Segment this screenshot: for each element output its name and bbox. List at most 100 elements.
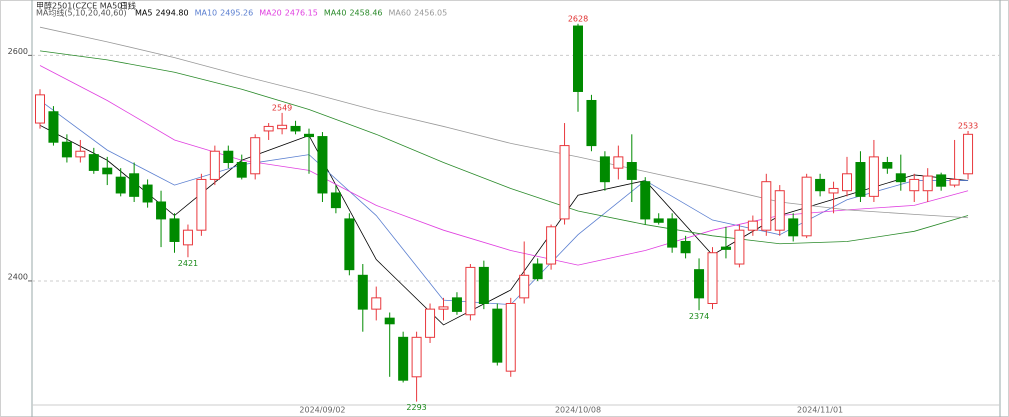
candle-body bbox=[586, 99, 597, 147]
candle-body bbox=[478, 266, 489, 304]
candle-body bbox=[330, 192, 341, 209]
candle-body bbox=[317, 136, 328, 194]
y-tick-label: 2400 bbox=[8, 272, 28, 281]
candle-body bbox=[963, 133, 974, 175]
candle-body bbox=[277, 124, 288, 130]
candle-body bbox=[519, 274, 530, 299]
price-annotation: 2533 bbox=[958, 121, 978, 130]
candle-body bbox=[842, 173, 852, 192]
legend-value: 2494.80 bbox=[155, 9, 188, 18]
candle-body bbox=[411, 336, 422, 378]
price-annotation: 2421 bbox=[178, 259, 198, 268]
candle-body bbox=[546, 226, 557, 265]
candle-body bbox=[653, 218, 664, 223]
candle-body bbox=[815, 178, 826, 192]
candle-body bbox=[936, 174, 947, 187]
candle-body bbox=[451, 297, 462, 312]
candle-body bbox=[115, 176, 126, 194]
candle-body bbox=[35, 94, 45, 124]
y-tick-label: 2600 bbox=[8, 47, 28, 56]
candle-body bbox=[559, 145, 570, 220]
x-tick-label: 2024/11/01 bbox=[797, 406, 843, 415]
candle-body bbox=[384, 317, 395, 325]
price-annotation: 2628 bbox=[568, 14, 588, 23]
candle-body bbox=[344, 218, 355, 271]
legend-name: MA5 bbox=[135, 9, 152, 18]
ma-line bbox=[39, 50, 969, 245]
candle-body bbox=[788, 218, 799, 237]
candle-body bbox=[707, 252, 718, 304]
candle-body bbox=[895, 173, 906, 183]
candle-body bbox=[613, 156, 624, 169]
candle-body bbox=[774, 190, 785, 231]
chart-title: 甲醇2501(CZCE MA501) bbox=[36, 1, 131, 11]
candle-body bbox=[532, 263, 543, 280]
candle-body bbox=[169, 218, 180, 242]
candle-body bbox=[909, 178, 920, 192]
price-annotation: 2374 bbox=[689, 312, 709, 321]
indicator-label: MA均线(5,10,20,40,60) bbox=[36, 8, 127, 18]
candle-body bbox=[465, 266, 476, 316]
candle-body bbox=[102, 167, 113, 175]
candle-body bbox=[263, 125, 274, 132]
candle-body bbox=[357, 274, 368, 310]
candle-body bbox=[223, 150, 234, 164]
candle-body bbox=[599, 156, 610, 183]
legend-name: MA40 bbox=[324, 9, 347, 18]
candle-body bbox=[209, 150, 220, 180]
ma-line bbox=[39, 65, 969, 266]
candle-body bbox=[142, 184, 153, 203]
candle-body bbox=[156, 201, 167, 220]
candle-body bbox=[680, 240, 691, 254]
candle-body bbox=[75, 150, 86, 158]
candle-body bbox=[694, 269, 705, 299]
candle-body bbox=[492, 308, 503, 363]
legend-value: 2456.05 bbox=[414, 9, 447, 18]
candle-body bbox=[868, 156, 879, 197]
legend-name: MA20 bbox=[259, 9, 282, 18]
legend-value: 2476.15 bbox=[285, 9, 318, 18]
candle-body bbox=[304, 133, 314, 138]
price-annotation: 2293 bbox=[406, 403, 426, 412]
candle-body bbox=[801, 176, 812, 237]
candle-body bbox=[828, 187, 839, 194]
candle-body bbox=[720, 246, 731, 250]
x-tick-label: 2024/10/08 bbox=[555, 406, 601, 415]
candle-body bbox=[747, 220, 758, 231]
legend-value: 2458.46 bbox=[349, 9, 382, 18]
price-annotation: 2549 bbox=[272, 103, 292, 112]
candle-body bbox=[88, 154, 99, 171]
candle-body bbox=[61, 141, 72, 158]
candle-body bbox=[196, 178, 207, 231]
candle-body bbox=[129, 173, 140, 197]
candle-body bbox=[371, 297, 382, 310]
candle-body bbox=[505, 302, 516, 372]
candle-body bbox=[734, 229, 745, 265]
legend-name: MA10 bbox=[195, 9, 218, 18]
period-label: 日线 bbox=[120, 1, 136, 11]
candle-body bbox=[290, 125, 301, 132]
candle-body bbox=[425, 308, 436, 338]
legend-name: MA60 bbox=[389, 9, 412, 18]
candle-body bbox=[640, 181, 651, 220]
x-tick-label: 2024/09/02 bbox=[299, 406, 345, 415]
candle-body bbox=[949, 178, 960, 186]
candle-body bbox=[761, 181, 772, 231]
candle-body bbox=[667, 218, 678, 248]
candle-body bbox=[882, 162, 893, 169]
candle-body bbox=[573, 25, 583, 92]
candle-body bbox=[438, 306, 449, 310]
legend-value: 2495.26 bbox=[220, 9, 253, 18]
candle-body bbox=[48, 111, 59, 143]
candle-body bbox=[855, 162, 866, 197]
candle-body bbox=[250, 137, 261, 175]
candle-body bbox=[236, 162, 247, 178]
candle-body bbox=[398, 336, 409, 381]
ma-line bbox=[39, 26, 969, 219]
candle-body bbox=[922, 175, 933, 192]
candle-body bbox=[626, 162, 637, 180]
candle-body bbox=[182, 229, 193, 246]
